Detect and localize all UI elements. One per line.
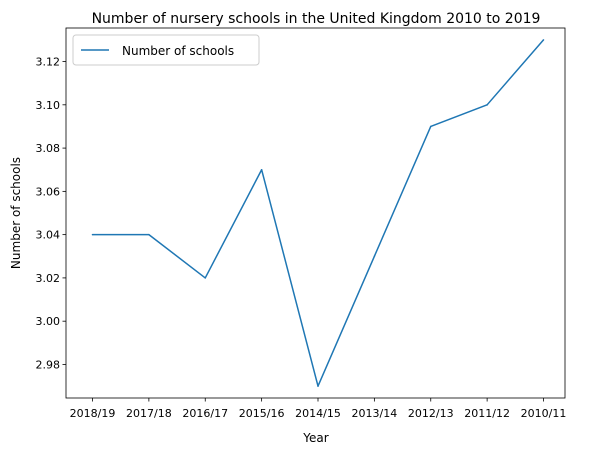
x-tick-label: 2014/15 [295,407,341,420]
y-tick-label: 3.10 [36,99,61,112]
plot-area: 2.98 3.00 3.02 3.04 3.06 3.08 3.10 3.12 2018/19… [36,28,567,420]
data-point [317,385,319,387]
y-tick-label: 3.06 [36,185,61,198]
data-point [205,277,207,279]
x-tick-label: 2011/12 [464,407,510,420]
x-tick-label: 2013/14 [352,407,398,420]
data-point [486,104,488,106]
x-tick-label: 2018/19 [70,407,116,420]
x-tick-label: 2017/18 [126,407,172,420]
y-tick-label: 3.08 [36,142,61,155]
data-point [261,169,263,171]
y-tick-label: 3.12 [36,56,61,69]
data-point [148,234,150,236]
data-point [430,126,432,128]
data-point [374,256,376,258]
plot-frame [66,28,565,398]
y-tick-label: 3.02 [36,272,61,285]
y-tick-label: 3.00 [36,315,61,328]
data-point [543,39,545,41]
x-axis-ticks: 2018/19 2017/18 2016/17 2015/16 2014/15 2013/… [70,398,567,420]
x-tick-label: 2015/16 [239,407,285,420]
y-axis-ticks: 2.98 3.00 3.02 3.04 3.06 3.08 3.10 3.12 [36,56,67,372]
x-axis-label: Year [302,431,328,445]
data-points [92,39,545,387]
series-line-number-of-schools [93,40,544,386]
data-point [92,234,94,236]
y-axis-label: Number of schools [9,157,23,269]
x-tick-label: 2010/11 [521,407,567,420]
legend-label: Number of schools [122,44,234,58]
y-tick-label: 3.04 [36,229,61,242]
legend: Number of schools [73,35,259,65]
chart-title: Number of nursery schools in the United … [92,11,541,27]
x-tick-label: 2012/13 [408,407,454,420]
x-tick-label: 2016/17 [182,407,228,420]
y-tick-label: 2.98 [36,358,61,371]
